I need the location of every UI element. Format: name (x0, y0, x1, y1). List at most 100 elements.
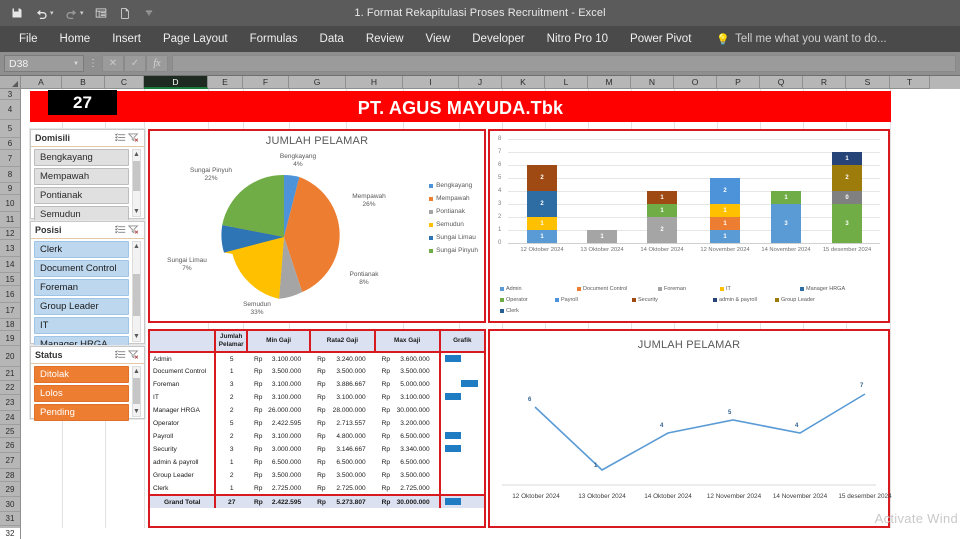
row-header-21[interactable]: 21 (0, 367, 21, 381)
tab-power-pivot[interactable]: Power Pivot (630, 33, 692, 45)
confirm-formula-button[interactable]: ✓ (124, 55, 146, 72)
slicer-item-pending[interactable]: Pending (34, 404, 129, 421)
legend-item-mempawah[interactable]: Mempawah (429, 192, 478, 205)
legend-item-group-leader[interactable]: Group Leader (775, 294, 855, 305)
row-header-7[interactable]: 7 (0, 150, 21, 167)
tab-data[interactable]: Data (319, 33, 344, 45)
column-header-k[interactable]: K (502, 76, 545, 89)
legend-item-it[interactable]: IT (720, 283, 800, 294)
legend-item-admin[interactable]: Admin (500, 283, 577, 294)
column-header-d[interactable]: D (144, 76, 208, 89)
table-row[interactable]: Foreman 3 Rp 3.100.000 Rp 3.886.667 Rp 5.00… (150, 378, 484, 391)
row-header-8[interactable]: 8 (0, 167, 21, 183)
redo-icon[interactable] (60, 3, 82, 23)
summary-table-panel[interactable]: Jumlah Pelamar Min Gaji Rata2 Gaji Max G… (148, 329, 486, 528)
column-header-f[interactable]: F (243, 76, 289, 89)
tab-developer[interactable]: Developer (472, 33, 525, 45)
tab-nitro-pro[interactable]: Nitro Pro 10 (546, 33, 609, 45)
slicer-item-pontianak[interactable]: Pontianak (34, 187, 129, 204)
tab-page-layout[interactable]: Page Layout (162, 33, 228, 45)
row-header-29[interactable]: 29 (0, 482, 21, 497)
column-header-h[interactable]: H (346, 76, 403, 89)
select-all-corner[interactable] (0, 76, 21, 89)
expand-handle-icon[interactable]: ⋮ (88, 58, 98, 69)
row-header-11[interactable]: 11 (0, 212, 21, 228)
pie-chart-panel[interactable]: JUMLAH PELAMAR (148, 129, 486, 323)
scroll-up-icon[interactable]: ▲ (133, 243, 140, 250)
insert-function-icon[interactable]: fx (146, 55, 168, 72)
column-header-s[interactable]: S (846, 76, 890, 89)
row-header-18[interactable]: 18 (0, 319, 21, 331)
scroll-up-icon[interactable]: ▲ (133, 368, 140, 375)
table-total-row[interactable]: Grand Total 27 Rp 2.422.595 Rp 5.273.807 R… (150, 494, 484, 508)
table-row[interactable]: Admin 5 Rp 3.100.000 Rp 3.240.000 Rp 3.600.… (150, 352, 484, 365)
column-header-c[interactable]: C (105, 76, 144, 89)
legend-item-foreman[interactable]: Foreman (658, 283, 720, 294)
slicer-status-scrollbar[interactable]: ▲ ▼ (132, 366, 141, 417)
table-row[interactable]: Document Control 1 Rp 3.500.000 Rp 3.500.0… (150, 365, 484, 378)
customize-qat-icon[interactable] (138, 3, 160, 23)
row-header-14[interactable]: 14 (0, 257, 21, 273)
row-header-15[interactable]: 15 (0, 273, 21, 286)
row-header-30[interactable]: 30 (0, 497, 21, 512)
row-header-12[interactable]: 12 (0, 228, 21, 240)
column-header-g[interactable]: G (289, 76, 346, 89)
slicer-item-lolos[interactable]: Lolos (34, 385, 129, 402)
legend-item-payroll[interactable]: Payroll (555, 294, 632, 305)
slicer-domisili[interactable]: Domisili Bengkayang Mempawah Pontianak S… (30, 129, 145, 261)
legend-item-document-control[interactable]: Document Control (577, 283, 658, 294)
column-header-b[interactable]: B (62, 76, 105, 89)
row-header-31[interactable]: 31 (0, 512, 21, 526)
row-header-32[interactable]: 32 (0, 526, 21, 539)
table-row[interactable]: Security 3 Rp 3.000.000 Rp 3.146.667 Rp 3.3… (150, 443, 484, 456)
row-header-4[interactable]: 4 (0, 100, 21, 120)
tab-home[interactable]: Home (59, 33, 91, 45)
slicer-item-group-leader[interactable]: Group Leader (34, 298, 129, 315)
undo-dropdown-icon[interactable]: ▾ (50, 10, 54, 17)
undo-icon[interactable] (30, 3, 52, 23)
column-header-i[interactable]: I (403, 76, 459, 89)
row-header-17[interactable]: 17 (0, 303, 21, 319)
column-header-e[interactable]: E (208, 76, 243, 89)
cancel-formula-button[interactable]: ✕ (102, 55, 124, 72)
table-row[interactable]: Group Leader 2 Rp 3.500.000 Rp 3.500.000 R… (150, 469, 484, 482)
multi-select-icon[interactable] (114, 349, 127, 361)
column-header-o[interactable]: O (674, 76, 717, 89)
slicer-domisili-scrollbar[interactable]: ▲ ▼ (132, 149, 141, 217)
scroll-down-icon[interactable]: ▼ (133, 208, 140, 215)
column-header-n[interactable]: N (631, 76, 674, 89)
column-header-r[interactable]: R (803, 76, 846, 89)
row-header-13[interactable]: 13 (0, 240, 21, 257)
tab-view[interactable]: View (425, 33, 451, 45)
slicer-item-document-control[interactable]: Document Control (34, 260, 129, 277)
row-header-10[interactable]: 10 (0, 195, 21, 212)
quick-print-icon[interactable] (90, 3, 112, 23)
clear-filter-icon[interactable] (127, 225, 140, 236)
legend-item-pontianak[interactable]: Pontianak (429, 205, 478, 218)
slicer-item-it[interactable]: IT (34, 317, 129, 334)
legend-item-bengkayang[interactable]: Bengkayang (429, 179, 478, 192)
formula-input[interactable] (172, 55, 956, 72)
legend-item-manager-hrga[interactable]: Manager HRGA (800, 283, 858, 294)
column-header-q[interactable]: Q (760, 76, 803, 89)
slicer-item-mempawah[interactable]: Mempawah (34, 168, 129, 185)
clear-filter-icon[interactable] (127, 133, 140, 144)
tab-review[interactable]: Review (365, 33, 404, 45)
tab-file[interactable]: File (19, 33, 38, 45)
save-icon[interactable] (6, 3, 28, 23)
column-header-t[interactable]: T (890, 76, 930, 89)
table-row[interactable]: admin & payroll 1 Rp 6.500.000 Rp 6.500.00… (150, 456, 484, 469)
table-row[interactable]: Manager HRGA 2 Rp 26.000.000 Rp 28.000.000… (150, 404, 484, 417)
legend-item-sungai-limau[interactable]: Sungai Limau (429, 231, 478, 244)
row-header-5[interactable]: 5 (0, 120, 21, 138)
tell-me-search[interactable]: 💡 Tell me what you want to do... (716, 33, 886, 46)
row-header-24[interactable]: 24 (0, 411, 21, 425)
row-header-9[interactable]: 9 (0, 183, 21, 195)
legend-item-sungai-pinyuh[interactable]: Sungai Pinyuh (429, 244, 478, 257)
tab-insert[interactable]: Insert (112, 33, 141, 45)
legend-item-operator[interactable]: Operator (500, 294, 555, 305)
column-header-a[interactable]: A (21, 76, 62, 89)
row-header-26[interactable]: 26 (0, 438, 21, 453)
slicer-item-clerk[interactable]: Clerk (34, 241, 129, 258)
legend-item-security[interactable]: Security (632, 294, 713, 305)
